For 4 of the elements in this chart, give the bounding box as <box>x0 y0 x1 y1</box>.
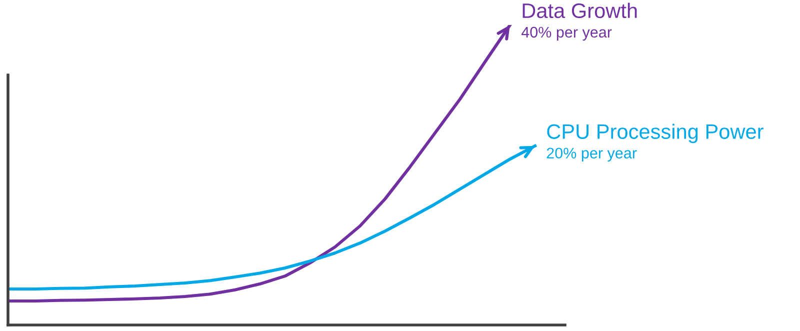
annotation: 40% per year <box>521 26 612 41</box>
annotation: 20% per year <box>546 148 637 162</box>
series-label: Data Growth <box>522 2 637 18</box>
series-label: CPU Processing Power <box>547 124 764 144</box>
